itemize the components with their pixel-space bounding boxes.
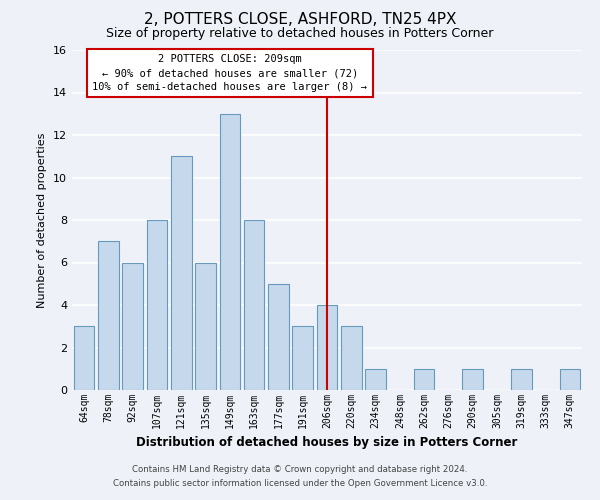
Bar [292, 326, 313, 390]
Bar [414, 369, 434, 390]
X-axis label: Distribution of detached houses by size in Potters Corner: Distribution of detached houses by size … [136, 436, 518, 450]
Bar [74, 326, 94, 390]
Bar [560, 369, 580, 390]
Bar [122, 262, 143, 390]
Text: 2 POTTERS CLOSE: 209sqm
← 90% of detached houses are smaller (72)
10% of semi-de: 2 POTTERS CLOSE: 209sqm ← 90% of detache… [92, 54, 367, 92]
Bar [195, 262, 216, 390]
Bar [98, 242, 119, 390]
Text: 2, POTTERS CLOSE, ASHFORD, TN25 4PX: 2, POTTERS CLOSE, ASHFORD, TN25 4PX [144, 12, 456, 28]
Bar [341, 326, 362, 390]
Text: Contains HM Land Registry data © Crown copyright and database right 2024.
Contai: Contains HM Land Registry data © Crown c… [113, 466, 487, 487]
Bar [244, 220, 265, 390]
Y-axis label: Number of detached properties: Number of detached properties [37, 132, 47, 308]
Bar [268, 284, 289, 390]
Bar [511, 369, 532, 390]
Bar [463, 369, 483, 390]
Bar [365, 369, 386, 390]
Text: Size of property relative to detached houses in Potters Corner: Size of property relative to detached ho… [106, 28, 494, 40]
Bar [317, 305, 337, 390]
Bar [220, 114, 240, 390]
Bar [171, 156, 191, 390]
Bar [146, 220, 167, 390]
